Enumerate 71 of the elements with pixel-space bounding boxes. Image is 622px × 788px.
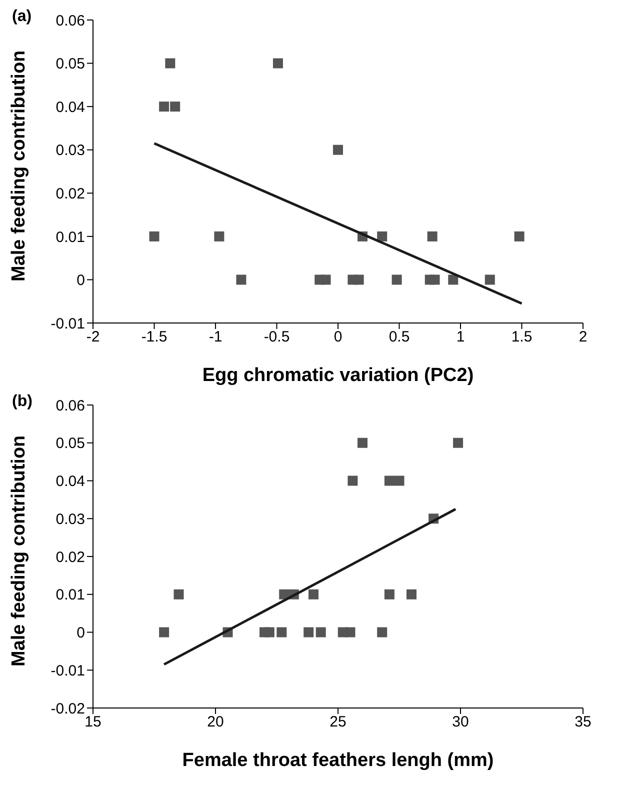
y-tick-label: 0.06 xyxy=(56,12,85,30)
point xyxy=(384,589,394,600)
y-tick-label: 0.01 xyxy=(56,586,85,604)
y-tick-label: 0.01 xyxy=(56,228,85,246)
point xyxy=(159,102,170,112)
point xyxy=(427,231,438,242)
point xyxy=(406,589,416,600)
point xyxy=(394,476,404,486)
y-tick-label: 0.04 xyxy=(56,473,85,490)
chart-title: (b) xyxy=(12,393,32,411)
point xyxy=(358,438,368,448)
point xyxy=(170,102,180,112)
point xyxy=(264,627,274,638)
point xyxy=(149,231,160,242)
y-tick-label: 0.03 xyxy=(56,510,85,528)
point xyxy=(448,274,458,285)
y-tick-label: 0.06 xyxy=(56,397,85,414)
point xyxy=(377,627,388,638)
point xyxy=(453,438,464,448)
point xyxy=(484,274,495,285)
point xyxy=(174,589,184,600)
point xyxy=(377,231,388,242)
y-tick-label: -0.01 xyxy=(50,315,85,332)
y-tick-label: 0 xyxy=(76,272,85,290)
y-tick-label: 0.03 xyxy=(56,142,85,160)
y-axis-title: Male feeding contribution xyxy=(8,50,30,282)
chart-title: (a) xyxy=(12,8,32,26)
y-axis-title: Male feeding contribution xyxy=(8,435,30,666)
y-tick-label: 0.05 xyxy=(56,435,85,452)
point xyxy=(304,627,314,638)
x-tick-label: -1.5 xyxy=(141,328,168,346)
point xyxy=(354,274,364,285)
point xyxy=(430,274,440,285)
point xyxy=(308,589,318,600)
point xyxy=(279,589,290,600)
x-tick-label: -0.5 xyxy=(264,328,290,346)
x-tick-label: 15 xyxy=(84,714,102,731)
point xyxy=(276,627,287,638)
point xyxy=(159,627,170,638)
point xyxy=(333,144,343,155)
point xyxy=(320,274,331,285)
y-tick-label: -0.02 xyxy=(50,700,85,718)
point xyxy=(272,58,283,68)
x-axis-title: Egg chromatic variation (PC2) xyxy=(202,365,474,386)
x-tick-label: 1.5 xyxy=(511,328,532,346)
y-tick-label: 0 xyxy=(76,624,85,642)
point xyxy=(514,231,524,242)
point xyxy=(236,274,246,285)
x-tick-label: 35 xyxy=(574,714,592,731)
point xyxy=(316,627,326,638)
y-tick-label: 0.02 xyxy=(56,548,85,566)
point xyxy=(165,58,176,68)
y-tick-label: 0.04 xyxy=(56,98,85,116)
x-tick-label: -2 xyxy=(86,328,100,346)
x-tick-label: -1 xyxy=(208,328,222,346)
y-tick-label: 0.05 xyxy=(56,56,85,73)
point xyxy=(214,231,224,242)
x-axis-title: Female throat feathers lengh (mm) xyxy=(182,750,494,771)
x-tick-label: 2 xyxy=(578,328,588,346)
point xyxy=(392,274,402,285)
x-tick-label: 1 xyxy=(456,328,465,346)
x-tick-label: 25 xyxy=(330,714,346,731)
y-tick-label: 0.02 xyxy=(56,185,85,202)
y-tick-label: -0.01 xyxy=(50,662,85,680)
point xyxy=(384,476,394,486)
x-tick-label: 0 xyxy=(334,328,342,346)
x-tick-label: 20 xyxy=(207,714,224,731)
point xyxy=(348,476,358,486)
point xyxy=(345,627,356,638)
x-tick-label: 0.5 xyxy=(388,328,410,346)
x-tick-label: 30 xyxy=(452,714,469,731)
